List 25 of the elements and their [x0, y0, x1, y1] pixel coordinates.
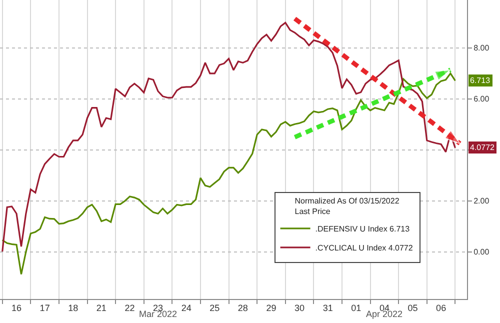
- data-label: 4.0772: [470, 143, 496, 152]
- data-label: 6.713: [470, 76, 491, 85]
- line-series: [292, 68, 453, 140]
- y-tick-label: 8.00: [474, 44, 490, 53]
- x-tick-label: 21: [96, 302, 106, 313]
- x-tick-label: 30: [294, 302, 305, 313]
- y-tick-label: 0.00: [474, 248, 490, 257]
- legend-title: Normalized As Of 03/15/2022 Last Price: [294, 196, 400, 216]
- x-tick-label: 29: [266, 302, 276, 313]
- x-tick-label: 18: [68, 302, 78, 313]
- line-series: [292, 16, 462, 146]
- y-tick-label: 6.00: [474, 94, 490, 104]
- x-tick-label: 22: [124, 302, 135, 313]
- x-tick-label: 06: [436, 302, 446, 313]
- y-tick-label: 2.00: [474, 196, 490, 206]
- x-tick-label: 31: [322, 302, 333, 313]
- legend-label: .DEFENSIV U Index 6.713: [315, 224, 410, 234]
- legend-label: .CYCLICAL U Index 4.0772: [315, 244, 414, 253]
- x-tick-label: 01: [351, 302, 362, 313]
- x-tick-label: 24: [181, 302, 192, 313]
- x-tick-label: 28: [238, 302, 248, 313]
- x-tick-label: 05: [408, 302, 418, 313]
- x-tick-label: 17: [40, 302, 50, 313]
- x-tick-label: 16: [12, 302, 22, 313]
- x-tick-label: 25: [210, 302, 220, 313]
